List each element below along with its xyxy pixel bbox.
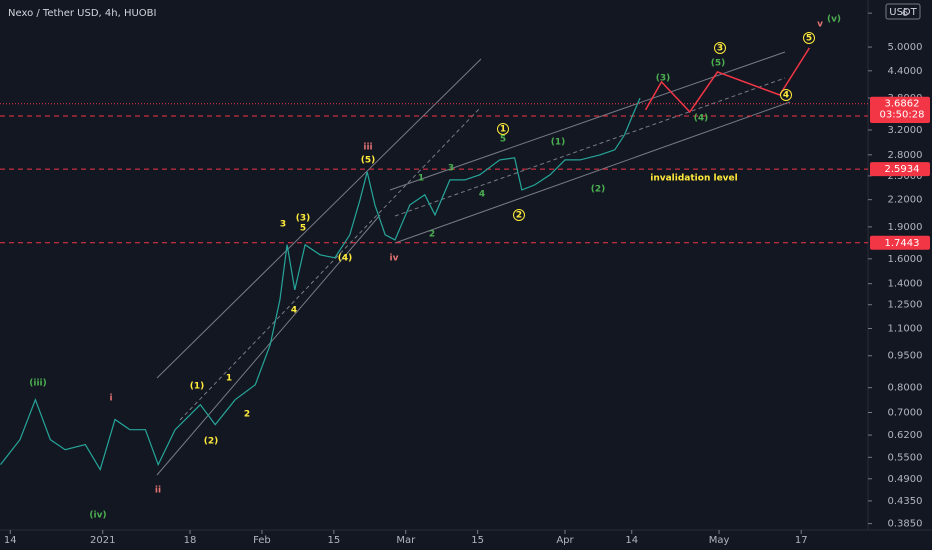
y-tick-label: 1.9000 bbox=[888, 222, 923, 233]
wave-label: (1) bbox=[190, 382, 205, 392]
price-level-label: 2.5934 bbox=[885, 164, 920, 175]
y-tick-label: 3.2000 bbox=[888, 125, 923, 136]
channels bbox=[156, 51, 791, 476]
wave-label: 3 bbox=[280, 220, 286, 230]
wave-label: (2) bbox=[591, 185, 606, 195]
wave-label: (iv) bbox=[89, 511, 106, 521]
wave-label: 2 bbox=[429, 230, 435, 240]
countdown: 03:50:28 bbox=[880, 110, 925, 121]
channel-line bbox=[394, 77, 786, 217]
x-tick-label: 2021 bbox=[90, 535, 115, 546]
wave-circle bbox=[780, 89, 792, 101]
currency-box bbox=[885, 3, 921, 20]
y-tick-label: 4.4000 bbox=[888, 66, 923, 77]
wave-label: (4) bbox=[694, 114, 709, 124]
price-level-label: 1.7443 bbox=[885, 238, 920, 249]
y-tick-label: 1.1000 bbox=[888, 323, 923, 334]
y-tick-label: 2.2000 bbox=[888, 195, 923, 206]
wave-label: 1 bbox=[226, 374, 232, 384]
x-tick-label: 14 bbox=[625, 535, 638, 546]
wave-label: (5) bbox=[361, 156, 376, 166]
x-tick-label: Apr bbox=[556, 535, 574, 546]
chart-title: Nexo / Tether USD, 4h, HUOBI bbox=[8, 8, 156, 19]
wave-label: 5 bbox=[300, 224, 306, 234]
wave-label: (4) bbox=[338, 254, 353, 264]
price-level-box bbox=[870, 235, 930, 250]
y-tick-label: 0.5500 bbox=[888, 452, 923, 463]
x-tick-label: 14 bbox=[4, 535, 17, 546]
wave-label: ii bbox=[155, 486, 161, 496]
wave-label: (v) bbox=[827, 15, 841, 25]
y-tick-label: 5.0000 bbox=[888, 42, 923, 53]
wave-label: 3 bbox=[717, 44, 723, 54]
wave-label: 4 bbox=[783, 91, 789, 101]
x-tick-label: 18 bbox=[184, 535, 197, 546]
wave-label: 2 bbox=[516, 211, 522, 221]
wave-circle bbox=[497, 123, 509, 135]
wave-label: (2) bbox=[204, 437, 219, 447]
wave-circle bbox=[714, 42, 726, 54]
y-tick-label: 0.4350 bbox=[888, 496, 923, 507]
y-tick-label: 0.6200 bbox=[888, 430, 923, 441]
wave-circle bbox=[513, 209, 525, 221]
wave-label: 5 bbox=[806, 34, 812, 44]
wave-label: iii bbox=[363, 143, 372, 153]
wave-label: (5) bbox=[711, 59, 726, 69]
annotation: invalidation level bbox=[650, 174, 737, 184]
wave-label: 4 bbox=[291, 306, 297, 316]
current-price: 3.6862 bbox=[885, 99, 920, 110]
x-tick-label: 15 bbox=[327, 535, 340, 546]
y-tick-label: 1.2500 bbox=[888, 300, 923, 311]
y-tick-label: 0.3850 bbox=[888, 519, 923, 530]
y-tick-label: 2.5000 bbox=[888, 171, 923, 182]
channel-line bbox=[394, 101, 791, 244]
y-tick-label: 6 bbox=[902, 8, 908, 19]
current-price-box bbox=[870, 96, 930, 122]
price-line bbox=[0, 97, 641, 471]
y-tick-label: 0.9500 bbox=[888, 351, 923, 362]
channel-line bbox=[156, 214, 381, 476]
wave-label: 1 bbox=[500, 125, 506, 135]
wave-label: 1 bbox=[418, 174, 424, 184]
wave-label: (3) bbox=[656, 74, 671, 84]
wave-label: 2 bbox=[244, 410, 250, 420]
y-tick-label: 2.8000 bbox=[888, 150, 923, 161]
x-tick-label: May bbox=[709, 535, 730, 546]
x-tick-label: 15 bbox=[471, 535, 484, 546]
y-tick-label: 0.8000 bbox=[888, 383, 923, 394]
wave-label: v bbox=[817, 20, 823, 30]
wave-label: i bbox=[109, 394, 112, 404]
channel-line bbox=[179, 106, 482, 421]
wave-circle bbox=[803, 32, 815, 44]
wave-label: 3 bbox=[448, 164, 454, 174]
wave-label: (iii) bbox=[29, 379, 46, 389]
projection-line bbox=[644, 47, 811, 114]
y-tick-label: 0.7000 bbox=[888, 407, 923, 418]
x-tick-label: Mar bbox=[396, 535, 416, 546]
wave-label: (3) bbox=[296, 214, 311, 224]
channel-line bbox=[156, 58, 482, 379]
y-tick-label: 1.4000 bbox=[888, 279, 923, 290]
channel-line bbox=[389, 51, 786, 191]
currency: USDT bbox=[889, 7, 917, 18]
wave-label: 5 bbox=[500, 135, 506, 145]
y-tick-label: 1.6000 bbox=[888, 254, 923, 265]
x-tick-label: Feb bbox=[253, 535, 271, 546]
wave-label: iv bbox=[390, 254, 399, 264]
price-level-box bbox=[870, 162, 930, 177]
wave-label: (1) bbox=[551, 138, 566, 148]
x-tick-label: 17 bbox=[795, 535, 808, 546]
wave-label: 4 bbox=[479, 190, 485, 200]
y-tick-label: 0.4900 bbox=[888, 474, 923, 485]
